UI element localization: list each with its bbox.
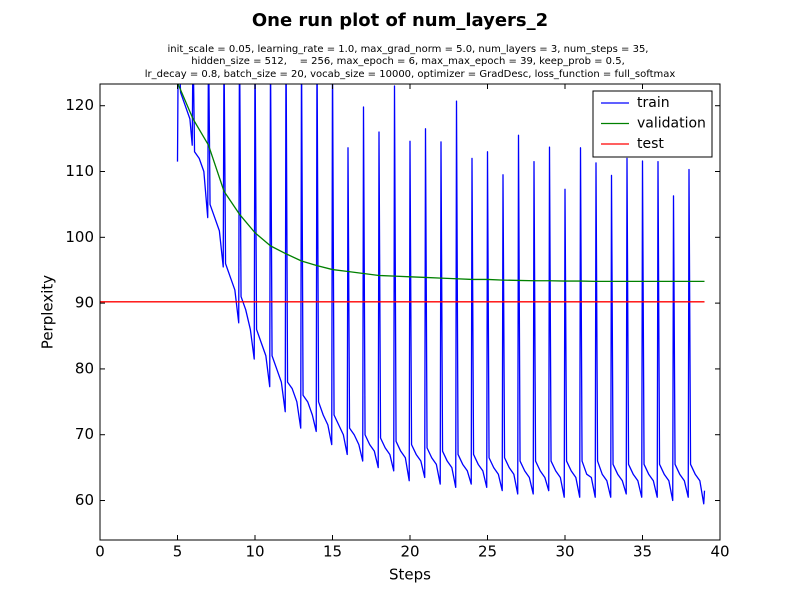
- legend-label: train: [637, 95, 670, 111]
- y-tick-label: 80: [75, 359, 94, 377]
- x-tick-label: 15: [323, 543, 342, 561]
- y-tick-label: 60: [75, 491, 94, 509]
- subtitle: lr_decay = 0.8, batch_size = 20, vocab_s…: [145, 69, 676, 80]
- line-train: [176, 84, 706, 505]
- x-tick-label: 0: [95, 543, 105, 561]
- subtitle: init_scale = 0.05, learning_rate = 1.0, …: [168, 44, 649, 55]
- line-validation: [177, 84, 705, 283]
- plot-lines: [100, 84, 706, 505]
- x-tick-label: 25: [478, 543, 497, 561]
- y-tick-label: 110: [65, 162, 94, 180]
- y-axis-label: Perplexity: [39, 275, 57, 349]
- y-tick-label: 70: [75, 425, 94, 443]
- x-tick-label: 5: [173, 543, 183, 561]
- legend: train validation test: [592, 90, 713, 158]
- x-tick-label: 30: [555, 543, 574, 561]
- x-tick-label: 35: [633, 543, 652, 561]
- x-tick-label: 10: [245, 543, 264, 561]
- x-tick-label: 40: [710, 543, 729, 561]
- y-tick-label: 90: [75, 294, 94, 312]
- legend-label: validation: [637, 116, 706, 132]
- legend-label: test: [637, 136, 664, 152]
- x-axis-label: Steps: [389, 566, 431, 584]
- subtitle: hidden_size = 512, = 256, max_epoch = 6,…: [191, 56, 625, 67]
- y-tick-label: 100: [65, 228, 94, 246]
- x-tick-label: 20: [400, 543, 419, 561]
- chart-title: One run plot of num_layers_2: [252, 10, 548, 31]
- y-tick-label: 120: [65, 96, 94, 114]
